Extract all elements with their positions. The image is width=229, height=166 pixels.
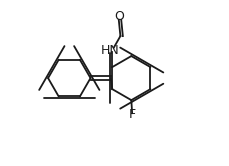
Text: O: O	[114, 10, 124, 23]
Text: HN: HN	[101, 44, 120, 57]
Text: F: F	[128, 108, 135, 121]
